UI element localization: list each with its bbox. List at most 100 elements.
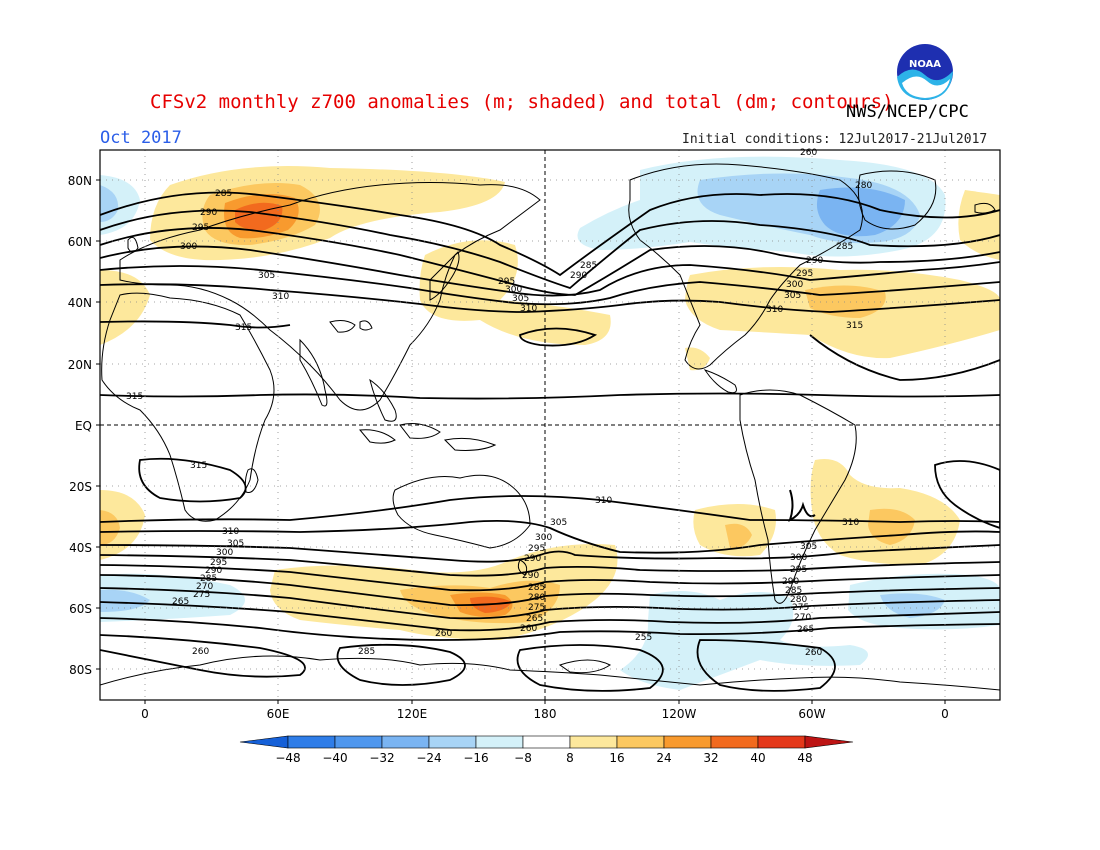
contour-label: 290 <box>806 256 823 266</box>
colorbar-swatch <box>522 735 571 749</box>
contour-label: 290 <box>205 566 222 576</box>
lon-label: 60W <box>798 707 825 721</box>
contour-label: 295 <box>790 565 807 575</box>
contour-label: 265 <box>172 597 189 607</box>
colorbar-tick-label: −8 <box>514 751 532 765</box>
colorbar-tick-label: −16 <box>463 751 488 765</box>
coast-south-america <box>739 389 857 604</box>
contour-label: 275 <box>528 603 545 613</box>
lon-label: 120W <box>662 707 697 721</box>
colorbar-swatch <box>663 735 712 749</box>
contour-label: 300 <box>505 285 522 295</box>
contour-label: 260 <box>192 647 209 657</box>
contour-label: 290 <box>782 577 799 587</box>
colorbar-swatch <box>428 735 477 749</box>
colorbar-swatch <box>334 735 383 749</box>
contour-label: 310 <box>222 527 239 537</box>
lon-label: 0 <box>141 707 149 721</box>
coastlines <box>100 163 1000 691</box>
colorbar-ticks: −48 −40 −32 −24 −16 −8 8 16 24 32 40 48 <box>275 751 812 765</box>
coast-australia <box>392 474 531 549</box>
contour-label: 300 <box>180 242 197 252</box>
contour-label: 315 <box>235 323 252 333</box>
contour-label: 310 <box>595 496 612 506</box>
contour-label: 260 <box>800 148 817 158</box>
colorbar-swatch <box>239 735 289 749</box>
contour-label: 305 <box>258 271 275 281</box>
contour-label: 290 <box>570 271 587 281</box>
contour-label: 285 <box>215 189 232 199</box>
contour-label: 305 <box>784 291 801 301</box>
colorbar-tick-label: 8 <box>566 751 574 765</box>
contour-label: 280 <box>528 593 545 603</box>
anomaly-shading <box>100 156 1000 690</box>
lat-label: 20N <box>68 358 92 372</box>
contour-label: 310 <box>842 518 859 528</box>
contour-label: 305 <box>550 518 567 528</box>
contour-label: 285 <box>528 583 545 593</box>
contour-label: 295 <box>210 558 227 568</box>
lat-label: EQ <box>75 419 92 433</box>
contour-label: 305 <box>227 539 244 549</box>
colorbar-swatch <box>804 735 854 749</box>
colorbar-swatch <box>381 735 430 749</box>
lon-axis: 0 60E 120E 180 120W 60W 0 <box>141 700 949 721</box>
contour-label: 295 <box>192 223 209 233</box>
contour-label: 295 <box>796 269 813 279</box>
colorbar-swatch <box>616 735 665 749</box>
z700-contours <box>100 191 1000 692</box>
colorbar-tick-label: 16 <box>609 751 624 765</box>
logo-text: NOAA <box>909 59 941 70</box>
contour-label: 290 <box>524 554 541 564</box>
lon-label: 120E <box>397 707 428 721</box>
colorbar-swatch <box>757 735 806 749</box>
colorbar-tick-label: 48 <box>797 751 812 765</box>
colorbar-tick-label: −24 <box>416 751 441 765</box>
lat-label: 80N <box>68 174 92 188</box>
contour-label: 285 <box>580 261 597 271</box>
contour-label: 285 <box>836 242 853 252</box>
colorbar-tick-label: 32 <box>703 751 718 765</box>
contour-label: 305 <box>800 542 817 552</box>
contour-label: 275 <box>792 603 809 613</box>
chart-title: CFSv2 monthly z700 anomalies (m; shaded)… <box>150 91 894 113</box>
colorbar-swatch <box>287 735 336 749</box>
contour-label: 300 <box>790 553 807 563</box>
coast-antarctica <box>100 655 1000 691</box>
colorbar-swatch <box>569 735 618 749</box>
agency-label: NWS/NCEP/CPC <box>846 102 969 122</box>
contour-label: 275 <box>193 590 210 600</box>
contour-label: 260 <box>435 629 452 639</box>
colorbar-swatch <box>710 735 759 749</box>
contour-label: 310 <box>766 305 783 315</box>
coast-eurasia <box>119 182 541 411</box>
contour-label: 280 <box>790 595 807 605</box>
contour-label: 295 <box>528 544 545 554</box>
lat-axis: 80N 60N 40N 20N EQ 20S 40S 60S 80S <box>68 174 100 677</box>
contour-label: 285 <box>200 574 217 584</box>
contour-label: 260 <box>520 624 537 634</box>
colorbar-tick-label: 40 <box>750 751 765 765</box>
initial-conditions: Initial conditions: 12Jul2017-21Jul2017 <box>682 132 988 147</box>
contour-label: 265 <box>797 625 814 635</box>
lon-label: 60E <box>267 707 290 721</box>
colorbar-swatches <box>239 735 854 749</box>
colorbar-tick-label: −40 <box>322 751 347 765</box>
coast-africa <box>101 292 275 522</box>
noaa-logo-icon: NOAA <box>895 42 955 102</box>
colorbar-tick-label: −32 <box>369 751 394 765</box>
contour-label: 280 <box>855 181 872 191</box>
contour-label: 315 <box>846 321 863 331</box>
contour-label: 295 <box>498 277 515 287</box>
contour-label: 300 <box>216 548 233 558</box>
contour-label: 315 <box>190 461 207 471</box>
lat-label: 20S <box>69 480 92 494</box>
contour-label: 270 <box>794 613 811 623</box>
lat-label: 60S <box>69 602 92 616</box>
coast-north-america <box>628 163 863 370</box>
contour-labels: 285 290 295 300 305 310 315 315 315 260 … <box>126 148 872 658</box>
lat-label: 60N <box>68 235 92 249</box>
gridlines <box>100 150 1000 700</box>
